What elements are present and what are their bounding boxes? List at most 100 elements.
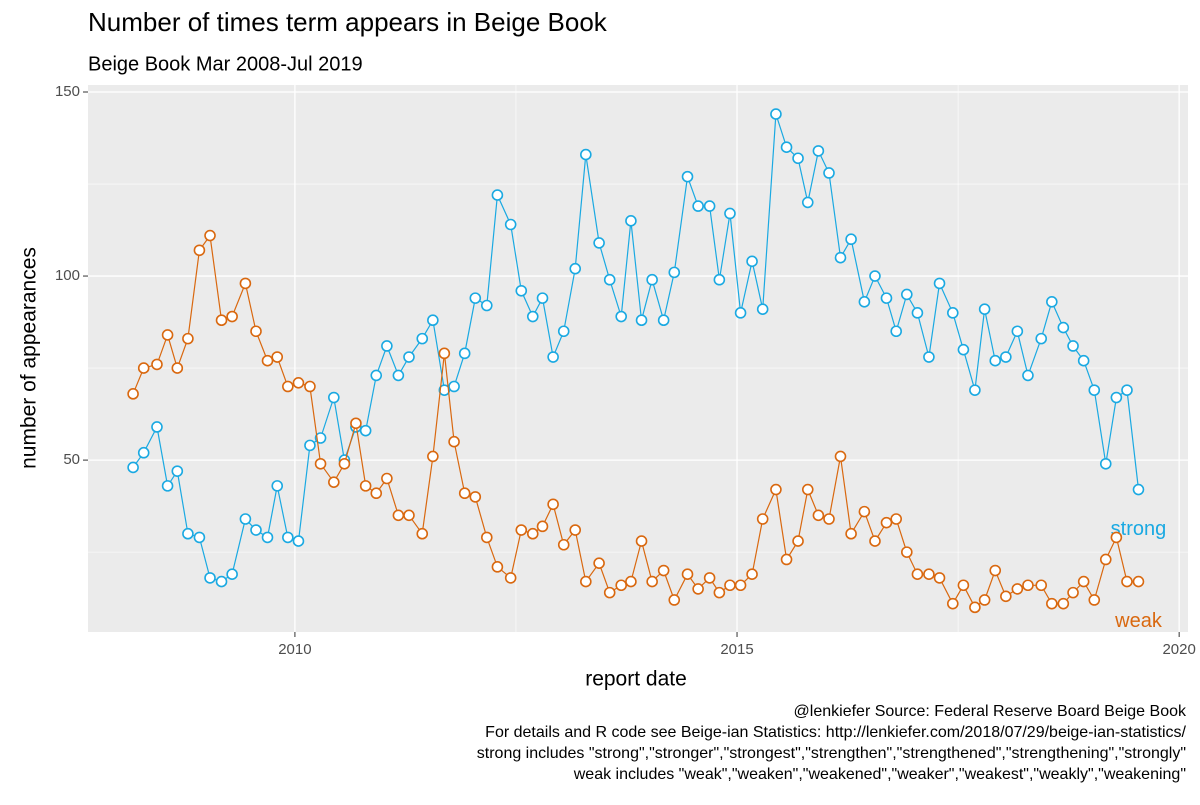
point bbox=[756, 303, 769, 315]
point bbox=[226, 568, 238, 581]
point bbox=[957, 579, 970, 592]
point bbox=[1067, 586, 1079, 599]
point bbox=[880, 292, 893, 304]
point bbox=[314, 457, 327, 470]
point bbox=[491, 561, 504, 573]
chart-title: Number of times term appears in Beige Bo… bbox=[88, 7, 608, 37]
point bbox=[969, 384, 981, 396]
point bbox=[1000, 590, 1012, 603]
point bbox=[239, 513, 252, 525]
point bbox=[215, 575, 228, 588]
point bbox=[933, 572, 946, 584]
point bbox=[580, 148, 592, 161]
point bbox=[526, 310, 539, 323]
point bbox=[127, 461, 139, 474]
point bbox=[989, 354, 1002, 367]
point bbox=[823, 167, 835, 179]
point bbox=[1046, 597, 1058, 610]
x-tick-label: 2010 bbox=[278, 641, 311, 658]
point bbox=[1022, 369, 1034, 382]
point bbox=[448, 435, 460, 448]
point bbox=[713, 586, 726, 599]
point bbox=[193, 531, 206, 544]
point bbox=[557, 325, 570, 338]
series bbox=[127, 229, 1145, 614]
point bbox=[1110, 531, 1123, 544]
point bbox=[890, 513, 902, 525]
point bbox=[858, 505, 871, 518]
point bbox=[416, 332, 429, 345]
point bbox=[127, 388, 139, 400]
point bbox=[923, 351, 935, 363]
point bbox=[746, 568, 758, 581]
point bbox=[580, 575, 592, 588]
point bbox=[161, 480, 174, 492]
point bbox=[1067, 340, 1079, 352]
point bbox=[734, 307, 747, 319]
point bbox=[182, 332, 194, 345]
point bbox=[713, 273, 726, 286]
y-axis-title: number of appearances bbox=[18, 247, 41, 469]
point bbox=[615, 579, 627, 592]
point bbox=[1132, 575, 1145, 588]
point bbox=[911, 307, 924, 319]
point bbox=[504, 218, 517, 231]
point bbox=[338, 457, 351, 470]
caption: strong includes "strong","stronger","str… bbox=[477, 745, 1186, 762]
point bbox=[526, 527, 539, 540]
point bbox=[801, 196, 814, 209]
point bbox=[1035, 332, 1048, 345]
x-axis-title: report date bbox=[585, 668, 687, 691]
point bbox=[547, 351, 559, 363]
point bbox=[480, 531, 493, 544]
point bbox=[1088, 594, 1101, 606]
point bbox=[1121, 384, 1133, 396]
point bbox=[1099, 553, 1112, 566]
point bbox=[1011, 325, 1024, 338]
point bbox=[137, 446, 150, 459]
point bbox=[603, 273, 616, 286]
point bbox=[271, 480, 284, 492]
point bbox=[557, 538, 570, 551]
point bbox=[1035, 579, 1048, 592]
point bbox=[403, 509, 415, 522]
point bbox=[901, 546, 913, 558]
point bbox=[392, 509, 405, 522]
caption: For details and R code see Beige-ian Sta… bbox=[485, 724, 1186, 741]
point bbox=[204, 572, 216, 584]
point bbox=[923, 568, 935, 581]
plot-panel bbox=[88, 85, 1188, 632]
point bbox=[646, 273, 658, 286]
point bbox=[957, 343, 970, 356]
point bbox=[834, 450, 847, 463]
y-tick-label: 150 bbox=[55, 83, 80, 100]
series-label: strong bbox=[1111, 518, 1167, 540]
point bbox=[536, 292, 549, 304]
point bbox=[370, 369, 383, 382]
point bbox=[845, 233, 857, 246]
point bbox=[858, 296, 871, 308]
point bbox=[491, 189, 504, 201]
point bbox=[792, 152, 804, 165]
point bbox=[151, 358, 163, 371]
point bbox=[469, 491, 482, 503]
point bbox=[469, 292, 482, 304]
point bbox=[1088, 384, 1101, 396]
point bbox=[416, 527, 429, 540]
point bbox=[734, 579, 747, 592]
point bbox=[328, 391, 340, 404]
point bbox=[635, 314, 648, 327]
point bbox=[978, 594, 991, 606]
point bbox=[646, 575, 658, 588]
point bbox=[1046, 296, 1058, 308]
point bbox=[1121, 575, 1133, 588]
point bbox=[1000, 351, 1012, 363]
point bbox=[1057, 321, 1070, 334]
point bbox=[458, 347, 471, 360]
point bbox=[946, 597, 959, 610]
point bbox=[668, 594, 681, 606]
point bbox=[1077, 354, 1090, 367]
point bbox=[812, 145, 825, 157]
